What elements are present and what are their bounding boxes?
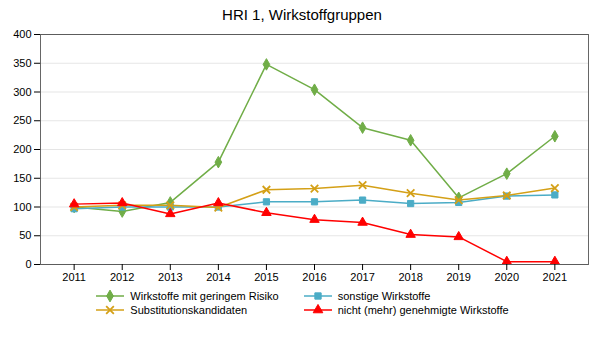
svg-text:250: 250	[13, 114, 31, 126]
svg-text:2014: 2014	[206, 271, 230, 283]
svg-text:2012: 2012	[110, 271, 134, 283]
svg-text:100: 100	[13, 201, 31, 213]
svg-text:2015: 2015	[254, 271, 278, 283]
svg-text:2019: 2019	[446, 271, 470, 283]
svg-text:2021: 2021	[543, 271, 567, 283]
html-text:nicht (mehr) genehmigte Wirkst: nicht (mehr) genehmigte Wirkstoffe	[337, 304, 509, 316]
svg-text:2013: 2013	[158, 271, 182, 283]
svg-text:400: 400	[13, 28, 31, 40]
svg-text:2020: 2020	[495, 271, 519, 283]
svg-text:200: 200	[13, 143, 31, 155]
svg-text:2017: 2017	[350, 271, 374, 283]
svg-text:0: 0	[25, 258, 31, 270]
svg-text:50: 50	[19, 229, 31, 241]
svg-text:150: 150	[13, 172, 31, 184]
svg-text:350: 350	[13, 57, 31, 69]
svg-text:300: 300	[13, 86, 31, 98]
html-text:sonstige Wirkstoffe: sonstige Wirkstoffe	[337, 290, 431, 302]
html-text:Substitutionskandidaten: Substitutionskandidaten	[130, 304, 248, 316]
html-text:HRI 1, Wirkstoffgruppen: HRI 1, Wirkstoffgruppen	[222, 6, 382, 23]
svg-text:2016: 2016	[302, 271, 326, 283]
svg-text:2018: 2018	[398, 271, 422, 283]
svg-text:2011: 2011	[62, 271, 86, 283]
html-text:Wirkstoffe mit geringem Risiko: Wirkstoffe mit geringem Risiko	[130, 290, 279, 302]
